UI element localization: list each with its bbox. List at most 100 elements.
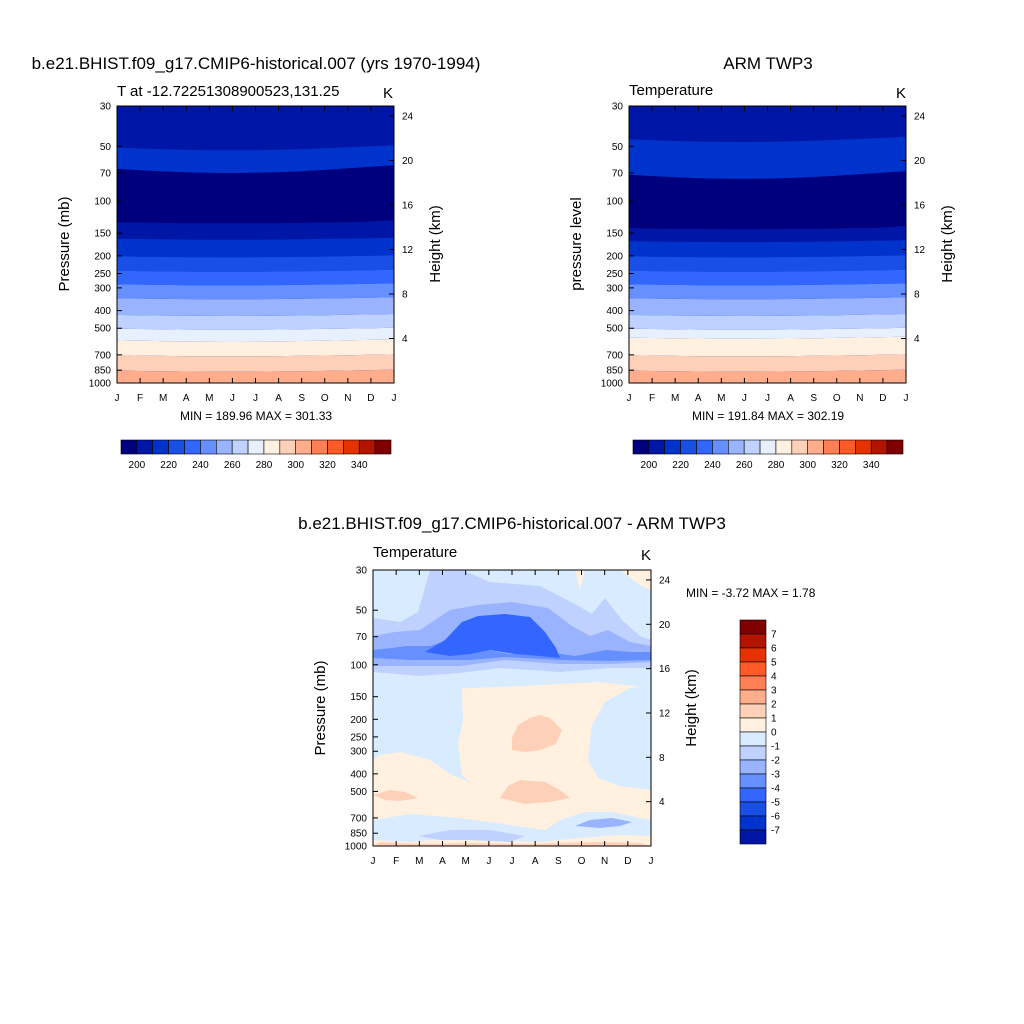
month-tick-label: S [298, 393, 305, 404]
month-tick-label: O [578, 856, 586, 867]
height-tick-label: 4 [659, 797, 665, 808]
month-tick-label: D [879, 393, 886, 404]
colorbar-box [168, 439, 185, 455]
arm-temperature-panel: ARM TWP3 Temperature K 30 50 70 100 150 200 25… [568, 54, 956, 471]
height-tick-label: 4 [402, 334, 408, 345]
colorbar-box [739, 633, 767, 649]
pressure-tick-label: 50 [356, 606, 368, 617]
pressure-tick-label: 250 [606, 269, 623, 280]
colorbar-label: 280 [256, 460, 273, 471]
colorbar-box [327, 439, 344, 455]
height-tick-label: 4 [914, 334, 920, 345]
colorbar-label: 240 [192, 460, 209, 471]
colorbar-box [247, 439, 265, 455]
pressure-tick-label: 150 [606, 229, 623, 240]
month-tick-label: A [183, 393, 190, 404]
pressure-tick-label: 400 [94, 306, 111, 317]
pressure-tick-label: 850 [94, 366, 111, 377]
height-tick-label: 16 [659, 664, 671, 675]
height-tick-label: 8 [914, 289, 920, 300]
panel2-title: ARM TWP3 [723, 54, 812, 73]
colorbar-box [739, 689, 767, 705]
diff-region-2to-3-surface [575, 818, 632, 828]
pressure-tick-label: 700 [350, 813, 367, 824]
month-tick-label: J [253, 393, 258, 404]
month-tick-label: A [695, 393, 702, 404]
height-tick-label: 20 [914, 156, 926, 167]
colorbar-box [358, 439, 376, 455]
colorbar-box [664, 439, 681, 455]
colorbar-box [263, 439, 281, 455]
height-tick-label: 8 [402, 289, 408, 300]
colorbar-box [791, 439, 809, 455]
colorbar-box [632, 439, 650, 455]
month-tick-label: M [717, 393, 725, 404]
panel2-ylabel-right: Height (km) [939, 205, 956, 283]
colorbar-label: 320 [831, 460, 848, 471]
colorbar-box [184, 439, 201, 455]
panel3-contour-field [373, 570, 651, 846]
temperature-band [629, 269, 906, 286]
month-tick-label: M [461, 856, 469, 867]
month-tick-label: J [230, 393, 235, 404]
panel2-minmax: MIN = 191.84 MAX = 302.19 [692, 409, 844, 423]
colorbar-box [120, 439, 138, 455]
colorbar-box [739, 801, 767, 817]
colorbar-box [696, 439, 713, 455]
height-tick-label: 24 [402, 111, 414, 122]
colorbar-label: 220 [160, 460, 177, 471]
pressure-tick-label: 300 [350, 747, 367, 758]
month-tick-label: J [649, 856, 654, 867]
pressure-tick-label: 200 [94, 251, 111, 262]
colorbar-box [712, 439, 729, 455]
panel3-left-string: Temperature [373, 544, 457, 561]
colorbar-label: 3 [771, 686, 777, 697]
panel2-contour-field [629, 106, 906, 383]
diff-region-1to-2-edge [373, 790, 418, 801]
temperature-band [629, 255, 906, 272]
pressure-tick-label: 1000 [601, 379, 624, 390]
panel1-minmax: MIN = 189.96 MAX = 301.33 [180, 409, 332, 423]
pressure-tick-label: 30 [356, 566, 368, 577]
panel3-minmax: MIN = -3.72 MAX = 1.78 [686, 586, 816, 600]
colorbar-box [823, 439, 840, 455]
colorbar-box [231, 439, 249, 455]
temperature-band [117, 165, 394, 228]
pressure-tick-label: 70 [100, 168, 112, 179]
pressure-tick-label: 50 [100, 142, 112, 153]
colorbar-label: -7 [771, 826, 780, 837]
month-tick-label: A [787, 393, 794, 404]
panel3-units: K [641, 547, 651, 564]
colorbar-box [152, 439, 169, 455]
colorbar-box [215, 439, 233, 455]
pressure-tick-label: 200 [606, 251, 623, 262]
colorbar-label: 5 [771, 658, 777, 669]
colorbar-label: 0 [771, 728, 777, 739]
month-tick-label: F [649, 393, 655, 404]
temperature-band [117, 106, 394, 151]
colorbar-box [648, 439, 666, 455]
colorbar-box [739, 745, 767, 761]
temperature-band [117, 339, 394, 357]
colorbar-box [739, 703, 767, 719]
colorbar-box [886, 439, 904, 455]
pressure-tick-label: 850 [350, 829, 367, 840]
month-tick-label: J [627, 393, 632, 404]
colorbar-box [295, 439, 312, 455]
pressure-tick-label: 500 [606, 324, 623, 335]
colorbar-box [739, 731, 767, 747]
pressure-tick-label: 250 [94, 269, 111, 280]
colorbar-box [727, 439, 745, 455]
colorbar-label: 280 [768, 460, 785, 471]
month-tick-label: A [275, 393, 282, 404]
pressure-tick-label: 150 [94, 229, 111, 240]
pressure-tick-label: 250 [350, 732, 367, 743]
pressure-tick-label: 400 [350, 769, 367, 780]
month-tick-label: M [671, 393, 679, 404]
pressure-tick-label: 300 [94, 283, 111, 294]
panel3-title: b.e21.BHIST.f09_g17.CMIP6-historical.007… [298, 514, 726, 533]
pressure-tick-label: 850 [606, 366, 623, 377]
temperature-band [629, 240, 906, 258]
height-tick-label: 24 [914, 111, 926, 122]
height-tick-label: 12 [659, 708, 671, 719]
